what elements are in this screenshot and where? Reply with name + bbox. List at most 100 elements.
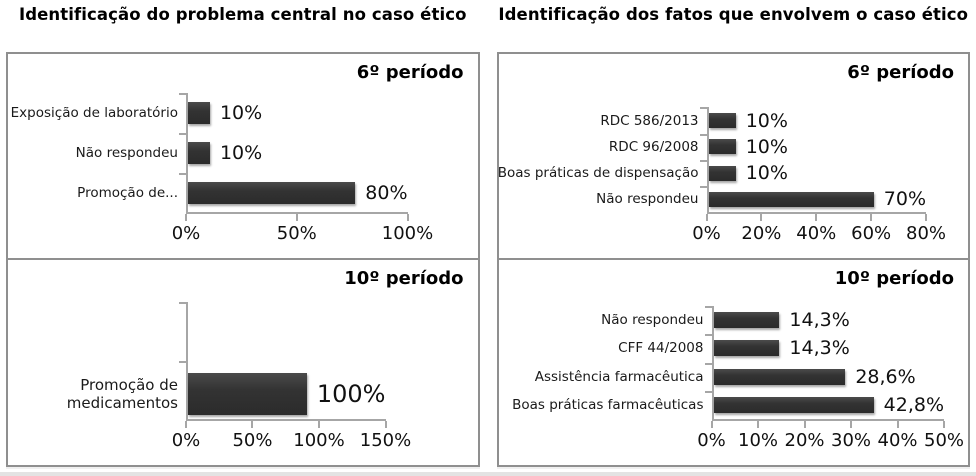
x-axis-tick: [406, 214, 409, 222]
x-axis-tick: [943, 421, 945, 429]
x-axis-tick: [757, 421, 759, 429]
bar-row: Não respondeu 10%: [76, 133, 408, 173]
bar-row: Boas práticas de dispensação 10%: [498, 160, 927, 186]
x-axis-tick: [815, 214, 818, 222]
period-label: 6º período: [847, 61, 954, 83]
chart-fatos-6-periodo: 6º período RDC 586/2013 10% RDC 96/2008 10%…: [498, 54, 969, 259]
value-label: 80%: [365, 181, 408, 204]
bar: [708, 139, 736, 155]
y-axis-tick: [179, 172, 186, 175]
x-tick-label: 20%: [741, 223, 782, 245]
x-tick-label: 100%: [293, 430, 345, 452]
x-tick-label: 50%: [232, 430, 273, 452]
plot-rows: Promoção de medicamentos 100%: [67, 302, 386, 420]
chart-fatos-10-periodo: 10º período Não respondeu 14,3% CFF 44/200…: [498, 258, 968, 465]
x-axis-tick: [850, 421, 852, 429]
bar-row: Promoção de medicamentos 100%: [67, 302, 386, 419]
panel-box-left: 6º período Exposição de laboratório 10% Nã…: [6, 51, 480, 467]
bar: [713, 368, 846, 385]
plot-rows: RDC 586/2013 10% RDC 96/2008 10% Boas prátic…: [498, 107, 927, 213]
bar: [708, 165, 736, 181]
y-axis-tick: [699, 133, 707, 136]
bar-row: Não respondeu 14,3%: [601, 306, 945, 334]
x-axis-tick: [803, 421, 806, 429]
bar: [188, 102, 210, 125]
category-label: RDC 96/2008: [608, 138, 699, 155]
period-label: 10º período: [834, 268, 954, 290]
chart-problema-10-periodo: 10º período Promoção de medicamentos 100%…: [8, 258, 478, 465]
value-label: 70%: [883, 188, 926, 211]
value-label: 14,3%: [789, 309, 850, 332]
y-axis-tick: [179, 93, 186, 96]
value-label: 10%: [745, 109, 788, 132]
category-label: Boas práticas farmacêuticas: [512, 396, 704, 413]
bar-row: RDC 586/2013 10%: [600, 107, 927, 133]
x-axis: 0% 50% 100%: [172, 212, 433, 246]
x-axis-tick: [295, 214, 298, 222]
bar-row: Assistência farmacêutica 28,6%: [535, 363, 945, 391]
x-axis-tick: [185, 421, 187, 429]
bar: [708, 113, 736, 129]
x-tick-label: 20%: [784, 430, 825, 452]
category-label: Não respondeu: [75, 144, 178, 161]
plot-rows: Exposição de laboratório 10% Não respondeu…: [11, 93, 408, 213]
x-tick-label: 60%: [851, 223, 892, 245]
x-axis: 0% 20% 40% 60% 80%: [692, 212, 946, 246]
y-axis-tick: [179, 302, 186, 304]
bar-row: Boas práticas farmacêuticas 42,8%: [512, 391, 944, 419]
x-tick-label: 80%: [905, 223, 947, 245]
x-axis-tick: [710, 421, 713, 429]
category-label: Não respondeu: [596, 191, 699, 208]
value-label: 28,6%: [855, 365, 916, 388]
value-label: 14,3%: [789, 337, 850, 360]
plot-rows: Não respondeu 14,3% CFF 44/2008 14,3% Assist…: [512, 306, 945, 420]
bar: [188, 181, 356, 204]
y-axis-tick: [179, 133, 186, 136]
x-axis-tick: [870, 214, 873, 222]
panel-left: Identificação do problema central no cas…: [6, 0, 480, 467]
x-tick-label: 150%: [359, 430, 412, 452]
category-label: Boas práticas de dispensação: [497, 164, 699, 181]
x-tick-label: 50%: [923, 430, 965, 452]
bottom-edge-strip: [0, 472, 976, 476]
y-axis-tick: [699, 107, 707, 110]
chart-problema-6-periodo: 6º período Exposição de laboratório 10% Nã…: [8, 54, 478, 259]
value-label: 100%: [316, 380, 386, 409]
chart-body: RDC 586/2013 10% RDC 96/2008 10% Boas prátic…: [498, 83, 957, 254]
x-tick-label: 50%: [276, 223, 317, 245]
x-tick-label: 0%: [171, 430, 201, 452]
y-axis-tick: [704, 390, 712, 393]
x-tick-label: 0%: [171, 223, 201, 245]
x-axis-tick: [185, 214, 187, 222]
x-axis: 0% 10% 20% 30% 40% 50%: [697, 419, 964, 453]
x-axis-tick: [251, 421, 254, 429]
value-label: 10%: [745, 135, 788, 158]
y-axis-tick: [699, 159, 707, 162]
x-tick-label: 100%: [381, 223, 434, 245]
value-label: 42,8%: [883, 393, 944, 416]
panel-box-right: 6º período RDC 586/2013 10% RDC 96/2008 10%…: [496, 51, 970, 467]
bar: [713, 312, 780, 329]
x-tick-label: 40%: [877, 430, 918, 452]
period-label: 10º período: [344, 268, 464, 290]
bar: [188, 141, 210, 164]
x-axis-tick: [925, 214, 927, 222]
category-label: Não respondeu: [601, 312, 704, 329]
y-axis-tick: [699, 186, 707, 189]
x-tick-label: 0%: [697, 430, 726, 452]
panel-right: Identificação dos fatos que envolvem o c…: [496, 0, 970, 467]
x-tick-label: 0%: [692, 223, 721, 245]
value-label: 10%: [745, 162, 788, 185]
x-axis-tick: [760, 214, 763, 222]
x-tick-label: 30%: [830, 430, 872, 452]
x-tick-label: 40%: [796, 223, 837, 245]
bar: [708, 191, 874, 207]
y-axis-tick: [179, 360, 186, 363]
bar-row: RDC 96/2008 10%: [609, 134, 927, 160]
x-axis: 0% 50% 100% 150%: [172, 419, 411, 453]
x-axis-tick: [384, 421, 387, 429]
category-label: Promoção de...: [77, 184, 178, 201]
panel-title-left: Identificação do problema central no cas…: [18, 5, 467, 24]
